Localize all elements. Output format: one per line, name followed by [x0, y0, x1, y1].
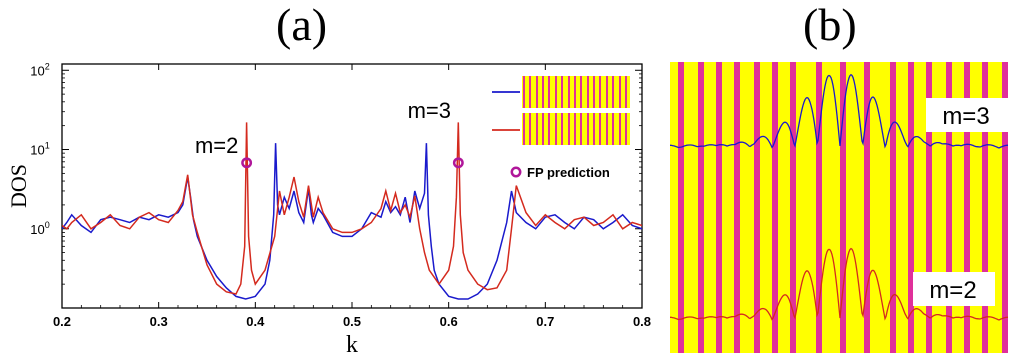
legend-label-fp: FP prediction	[527, 165, 610, 180]
fp-prediction-marker	[241, 157, 253, 169]
legend-stripe	[619, 113, 621, 145]
mode-profile-m2	[670, 247, 1009, 321]
x-tick-label: 0.2	[53, 314, 71, 329]
legend-stripe	[599, 76, 601, 108]
legend-swatch-red	[522, 113, 630, 145]
legend-stripe	[625, 113, 627, 145]
legend-stripe	[555, 113, 557, 145]
legend-stripe	[561, 76, 563, 108]
layer-stripe	[790, 62, 796, 353]
legend-stripe	[529, 76, 531, 108]
layer-stripe	[908, 62, 914, 353]
layer-stripe	[946, 62, 952, 353]
legend-stripe	[561, 113, 563, 145]
legend-stripe	[529, 113, 531, 145]
y-axis-label: DOS	[6, 164, 31, 208]
panel-b-label: (b)	[803, 0, 857, 50]
layer-stripe	[864, 62, 870, 353]
legend-stripe	[536, 113, 538, 145]
label-m3: m=3	[942, 103, 989, 130]
series-red	[62, 122, 642, 295]
legend-stripe	[574, 113, 576, 145]
mode-annotation: m=2	[195, 133, 238, 158]
legend-stripe	[606, 76, 608, 108]
x-tick-label: 0.3	[150, 314, 168, 329]
legend-stripe	[580, 76, 582, 108]
legend-stripe	[612, 76, 614, 108]
layer-stripe	[1002, 62, 1008, 353]
legend-swatch-blue	[522, 76, 630, 108]
y-tick-label: 101	[30, 141, 49, 158]
series-blue	[62, 143, 642, 300]
x-tick-label: 0.4	[246, 314, 265, 329]
layer-stripe	[734, 62, 740, 353]
layer-stripe	[816, 62, 822, 353]
label-m2: m=2	[929, 277, 976, 304]
layer-stripe	[982, 62, 988, 353]
y-tick-label: 102	[30, 61, 49, 78]
legend-stripe	[599, 113, 601, 145]
legend-stripe	[568, 113, 570, 145]
legend-stripe	[536, 76, 538, 108]
layer-stripe	[964, 62, 970, 353]
legend-stripe	[542, 76, 544, 108]
layer-stripe	[678, 62, 684, 353]
legend-stripe	[542, 113, 544, 145]
label-box-m2	[913, 272, 995, 306]
panel-a-label: (a)	[276, 0, 328, 50]
fp-prediction-marker	[452, 157, 464, 169]
y-tick-label: 100	[30, 220, 49, 237]
legend-stripe	[612, 113, 614, 145]
legend-marker-fp	[510, 166, 522, 178]
legend-stripe	[523, 113, 525, 145]
legend-stripe	[593, 76, 595, 108]
layer-stripe	[890, 62, 896, 353]
x-tick-label: 0.6	[440, 314, 458, 329]
mode-annotation: m=3	[408, 98, 451, 123]
legend-stripe	[587, 113, 589, 145]
layer-stripe	[716, 62, 722, 353]
layer-stripe	[926, 62, 932, 353]
layer-stripe	[754, 62, 760, 353]
legend-stripe	[548, 76, 550, 108]
layer-stripe	[698, 62, 704, 353]
dos-chart: 0.2 0.3 0.4 0.5 0.6 0.7 0.8 100 101 102 k DOS m=2 m=3…	[6, 61, 651, 356]
mode-profile-panel: m=3 m=2	[670, 62, 1009, 353]
label-box-m3	[926, 98, 1008, 132]
legend-stripe	[548, 113, 550, 145]
x-tick-label: 0.8	[633, 314, 651, 329]
legend-stripe	[587, 76, 589, 108]
legend-stripe	[593, 113, 595, 145]
legend-stripe	[619, 76, 621, 108]
legend-stripe	[523, 76, 525, 108]
layer-stripe	[840, 62, 846, 353]
legend-stripe	[625, 76, 627, 108]
legend-stripe	[555, 76, 557, 108]
x-tick-label: 0.7	[536, 314, 554, 329]
legend-stripe	[606, 113, 608, 145]
legend-stripe	[574, 76, 576, 108]
layer-stripe	[772, 62, 778, 353]
x-tick-label: 0.5	[343, 314, 361, 329]
legend-stripe	[580, 113, 582, 145]
mode-profile-m3	[670, 73, 1009, 149]
legend-stripe	[568, 76, 570, 108]
x-axis-label: k	[346, 332, 358, 356]
